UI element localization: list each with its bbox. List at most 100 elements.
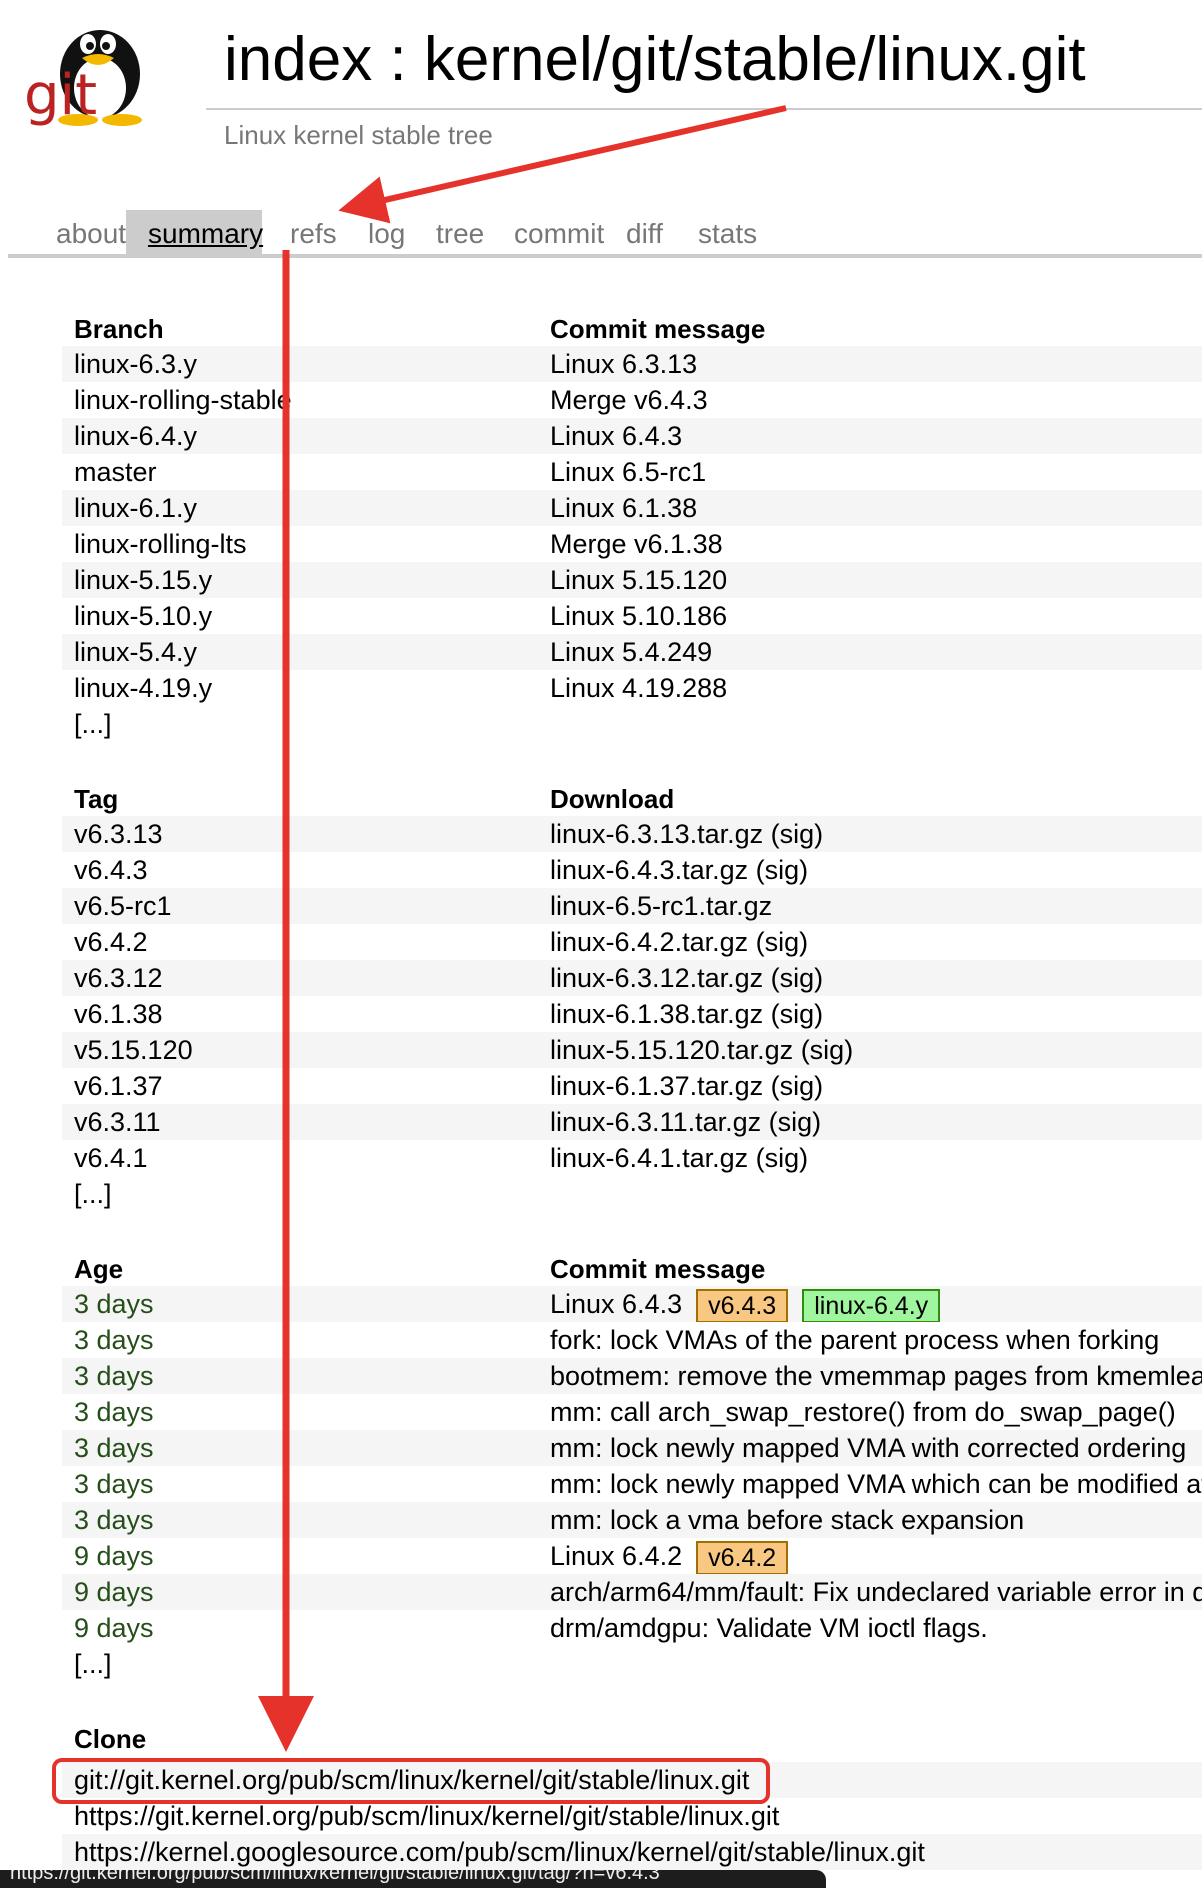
- signature-link[interactable]: (sig): [770, 999, 824, 1029]
- commit-link[interactable]: Linux 6.1.38: [550, 493, 698, 523]
- clone-url-git[interactable]: git://git.kernel.org/pub/scm/linux/kerne…: [74, 1765, 750, 1795]
- tab-summary[interactable]: summary: [126, 210, 263, 254]
- commit-link[interactable]: Linux 6.3.13: [550, 349, 698, 379]
- commit-link[interactable]: drm/amdgpu: Validate VM ioctl flags.: [550, 1613, 988, 1643]
- tarball-link[interactable]: linux-6.3.12.tar.gz: [550, 963, 764, 993]
- commit-link[interactable]: Linux 6.4.3: [550, 421, 683, 451]
- more-tags-link[interactable]: [...]: [74, 1179, 112, 1209]
- signature-link[interactable]: (sig): [755, 855, 809, 885]
- branch-link[interactable]: linux-5.10.y: [74, 601, 213, 631]
- commit-link[interactable]: mm: call arch_swap_restore() from do_swa…: [550, 1397, 1176, 1427]
- tag-badge[interactable]: v6.4.2: [696, 1540, 789, 1574]
- tarball-link[interactable]: linux-6.1.38.tar.gz: [550, 999, 764, 1029]
- branch-row: linux-6.1.y Linux 6.1.38: [62, 490, 1202, 526]
- signature-link[interactable]: (sig): [768, 1107, 822, 1137]
- tag-link[interactable]: v6.1.38: [74, 999, 163, 1029]
- page-subtitle: Linux kernel stable tree: [224, 120, 493, 150]
- tag-link[interactable]: v6.3.12: [74, 963, 163, 993]
- tarball-link[interactable]: linux-6.1.37.tar.gz: [550, 1071, 764, 1101]
- commit-row: 3 days Linux 6.4.3 v6.4.3 linux-6.4.y: [62, 1286, 1202, 1322]
- branch-link[interactable]: linux-5.4.y: [74, 637, 198, 667]
- signature-link[interactable]: (sig): [755, 1143, 809, 1173]
- commit-link[interactable]: arch/arm64/mm/fault: Fix undeclared vari…: [550, 1577, 1202, 1607]
- branch-link[interactable]: linux-4.19.y: [74, 673, 213, 703]
- tag-row: v6.3.12 linux-6.3.12.tar.gz (sig): [62, 960, 1202, 996]
- tag-row: v6.4.3 linux-6.4.3.tar.gz (sig): [62, 852, 1202, 888]
- commit-row: 3 days bootmem: remove the vmemmap pages …: [62, 1358, 1202, 1394]
- signature-link[interactable]: (sig): [770, 1071, 824, 1101]
- branch-link[interactable]: master: [74, 457, 157, 487]
- tarball-link[interactable]: linux-6.4.3.tar.gz: [550, 855, 749, 885]
- branch-table-header: Branch Commit message: [62, 312, 1202, 346]
- commit-link[interactable]: Linux 6.4.3: [550, 1289, 683, 1319]
- tab-stats[interactable]: stats: [698, 218, 758, 249]
- branch-link[interactable]: linux-rolling-lts: [74, 529, 247, 559]
- tag-link[interactable]: v6.3.13: [74, 819, 163, 849]
- branch-row: linux-6.4.y Linux 6.4.3: [62, 418, 1202, 454]
- tarball-link[interactable]: linux-6.4.1.tar.gz: [550, 1143, 749, 1173]
- signature-link[interactable]: (sig): [770, 963, 824, 993]
- branch-link[interactable]: linux-6.1.y: [74, 493, 198, 523]
- branch-row: linux-4.19.y Linux 4.19.288: [62, 670, 1202, 706]
- tag-link[interactable]: v6.4.1: [74, 1143, 148, 1173]
- tarball-link[interactable]: linux-6.5-rc1.tar.gz: [550, 891, 773, 921]
- tag-row: v6.1.38 linux-6.1.38.tar.gz (sig): [62, 996, 1202, 1032]
- clone-url-googlesource[interactable]: https://kernel.googlesource.com/pub/scm/…: [74, 1837, 925, 1867]
- commit-link[interactable]: Merge v6.4.3: [550, 385, 708, 415]
- branch-link[interactable]: linux-6.3.y: [74, 349, 198, 379]
- clone-url-https-kernel-org[interactable]: https://git.kernel.org/pub/scm/linux/ker…: [74, 1801, 780, 1831]
- signature-link[interactable]: (sig): [755, 927, 809, 957]
- branch-link[interactable]: linux-6.4.y: [74, 421, 198, 451]
- tag-row: v6.3.13 linux-6.3.13.tar.gz (sig): [62, 816, 1202, 852]
- signature-link[interactable]: (sig): [770, 819, 824, 849]
- tab-refs[interactable]: refs: [290, 218, 337, 249]
- branch-link[interactable]: linux-rolling-stable: [74, 385, 292, 415]
- signature-link[interactable]: (sig): [800, 1035, 854, 1065]
- tarball-link[interactable]: linux-6.4.2.tar.gz: [550, 927, 749, 957]
- tag-row: v6.1.37 linux-6.1.37.tar.gz (sig): [62, 1068, 1202, 1104]
- git-logo[interactable]: git: [22, 8, 152, 126]
- commit-link[interactable]: Linux 5.15.120: [550, 565, 728, 595]
- commit-link[interactable]: Linux 4.19.288: [550, 673, 728, 703]
- tag-badge[interactable]: v6.4.3: [696, 1288, 789, 1322]
- commit-link[interactable]: fork: lock VMAs of the parent process wh…: [550, 1325, 1160, 1355]
- tarball-link[interactable]: linux-6.3.11.tar.gz: [550, 1107, 762, 1137]
- branch-commit-message-header: Commit message: [550, 314, 766, 344]
- commit-link[interactable]: Linux 5.4.249: [550, 637, 713, 667]
- page-title: index : kernel/git/stable/linux.git: [224, 25, 1086, 94]
- tag-link[interactable]: v6.3.11: [74, 1107, 161, 1137]
- commit-link[interactable]: mm: lock newly mapped VMA with corrected…: [550, 1433, 1187, 1463]
- commit-age: 3 days: [74, 1433, 154, 1463]
- tag-link[interactable]: v6.5-rc1: [74, 891, 172, 921]
- git-logo-text: git: [24, 63, 98, 128]
- commit-link[interactable]: mm: lock newly mapped VMA which can be m…: [550, 1469, 1202, 1499]
- tag-link[interactable]: v6.1.37: [74, 1071, 163, 1101]
- more-branches-link[interactable]: [...]: [74, 709, 112, 739]
- commit-link[interactable]: Linux 5.10.186: [550, 601, 728, 631]
- commit-row: 9 days arch/arm64/mm/fault: Fix undeclare…: [62, 1574, 1202, 1610]
- tarball-link[interactable]: linux-6.3.13.tar.gz: [550, 819, 764, 849]
- tag-row: v6.5-rc1 linux-6.5-rc1.tar.gz: [62, 888, 1202, 924]
- commit-age: 9 days: [74, 1541, 154, 1571]
- tab-diff[interactable]: diff: [626, 218, 663, 249]
- tab-about[interactable]: about: [56, 218, 127, 249]
- commit-message-column-header: Commit message: [550, 1254, 766, 1284]
- branch-badge[interactable]: linux-6.4.y: [802, 1288, 941, 1322]
- branch-row: linux-5.4.y Linux 5.4.249: [62, 634, 1202, 670]
- commit-link[interactable]: mm: lock a vma before stack expansion: [550, 1505, 1025, 1535]
- tux-penguin-icon: [58, 30, 142, 126]
- tab-commit[interactable]: commit: [514, 218, 605, 249]
- tag-link[interactable]: v6.4.3: [74, 855, 148, 885]
- tarball-link[interactable]: linux-5.15.120.tar.gz: [550, 1035, 794, 1065]
- commit-link[interactable]: Merge v6.1.38: [550, 529, 723, 559]
- more-commits-link[interactable]: [...]: [74, 1649, 112, 1679]
- clone-url-row: https://git.kernel.org/pub/scm/linux/ker…: [62, 1798, 1202, 1834]
- commit-age: 3 days: [74, 1361, 154, 1391]
- tag-link[interactable]: v5.15.120: [74, 1035, 193, 1065]
- commit-link[interactable]: Linux 6.5-rc1: [550, 457, 707, 487]
- tab-tree[interactable]: tree: [436, 218, 485, 249]
- commit-link[interactable]: Linux 6.4.2: [550, 1541, 683, 1571]
- tag-link[interactable]: v6.4.2: [74, 927, 148, 957]
- commit-link[interactable]: bootmem: remove the vmemmap pages from k…: [550, 1361, 1202, 1391]
- branch-link[interactable]: linux-5.15.y: [74, 565, 213, 595]
